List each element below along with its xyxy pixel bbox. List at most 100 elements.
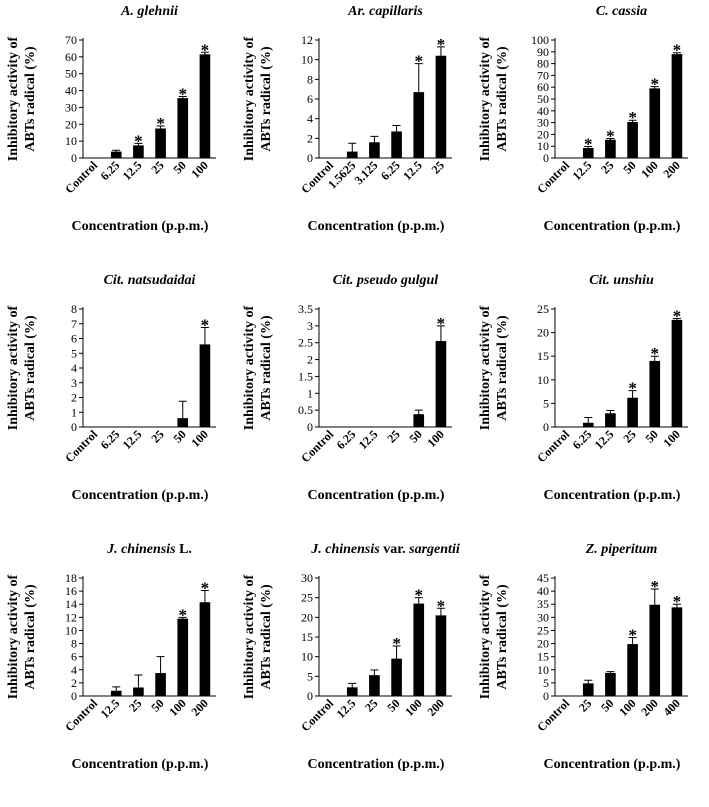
x-tick-label: 100 <box>424 427 447 450</box>
x-tick-label: 6.25 <box>378 158 403 183</box>
y-tick-label: 0 <box>543 689 549 703</box>
y-tick-label: 80 <box>537 57 549 71</box>
error-bar <box>628 119 637 124</box>
error-bar <box>200 326 209 362</box>
bar <box>391 131 402 158</box>
x-axis-label: Concentration (p.p.m.) <box>544 219 681 234</box>
x-tick-label: 200 <box>424 696 447 719</box>
y-tick-label: 4 <box>307 112 313 126</box>
bar <box>605 672 616 696</box>
bar <box>413 92 425 158</box>
bar <box>435 55 447 158</box>
error-bar <box>370 135 379 149</box>
bar <box>199 602 211 696</box>
error-bar <box>672 603 681 611</box>
y-tick-label: 100 <box>531 33 549 47</box>
error-bar <box>672 317 681 322</box>
error-bar <box>606 409 615 417</box>
x-tick-label: 6.25 <box>98 158 123 183</box>
x-tick-label: 12.5 <box>334 696 359 721</box>
x-tick-label: 50 <box>148 696 166 714</box>
error-bar <box>584 146 593 150</box>
y-tick-label: 0 <box>307 420 313 434</box>
chart-title: Cit. pseudo gulgul <box>333 273 439 288</box>
x-tick-label: 25 <box>362 696 380 714</box>
bar <box>199 54 211 159</box>
error-bar <box>650 86 659 91</box>
y-tick-label: 15 <box>301 630 313 644</box>
error-bar <box>112 149 121 153</box>
bar <box>671 54 683 158</box>
y-axis-label-line: ABTs radical (%) <box>259 584 274 690</box>
y-tick-label: 2 <box>71 391 77 405</box>
y-axis-label-line: ABTs radical (%) <box>495 46 510 152</box>
chart-panel-4: Cit. natsudaidai Inhibitory activity of AB… <box>0 269 236 538</box>
y-tick-label: 0 <box>543 420 549 434</box>
bar <box>671 319 683 427</box>
y-tick-label: 40 <box>537 584 549 598</box>
x-tick-label: 25 <box>148 158 166 176</box>
significance-asterisk: * <box>628 108 637 127</box>
significance-asterisk: * <box>201 40 210 59</box>
x-tick-label: 50 <box>598 696 616 714</box>
y-tick-label: 25 <box>537 623 549 637</box>
error-bar <box>156 656 165 690</box>
y-tick-label: 20 <box>537 637 549 651</box>
x-tick-label: 6.25 <box>334 427 359 452</box>
x-axis-label: Concentration (p.p.m.) <box>72 219 209 234</box>
x-axis-label: Concentration (p.p.m.) <box>308 488 445 503</box>
error-bar <box>414 409 423 419</box>
x-axis-label: Concentration (p.p.m.) <box>72 488 209 503</box>
y-tick-label: 1 <box>71 405 77 419</box>
y-tick-label: 15 <box>537 650 549 664</box>
significance-asterisk: * <box>201 315 210 334</box>
x-tick-label: 25 <box>576 696 594 714</box>
error-bar <box>650 588 659 621</box>
y-tick-label: 45 <box>537 571 549 585</box>
x-tick-label: 12.5 <box>592 427 617 452</box>
x-tick-label: 25 <box>620 427 638 445</box>
x-tick-label: Control <box>534 427 572 465</box>
chart-panel-5: Cit. pseudo gulgul Inhibitory activity of… <box>236 269 472 538</box>
y-axis-label-line: ABTs radical (%) <box>23 46 38 152</box>
y-tick-label: 25 <box>537 302 549 316</box>
x-tick-label: 12.5 <box>356 427 381 452</box>
y-tick-label: 8 <box>307 72 313 86</box>
y-tick-label: 70 <box>537 68 549 82</box>
chart-title: J. chinensis L. <box>106 542 192 557</box>
error-bar <box>392 645 401 672</box>
bar <box>369 675 380 696</box>
y-tick-label: 20 <box>301 610 313 624</box>
error-bar <box>436 46 445 65</box>
x-tick-label: 50 <box>620 158 638 176</box>
error-bar <box>348 682 357 692</box>
y-tick-label: 60 <box>65 50 77 64</box>
y-tick-label: 35 <box>537 597 549 611</box>
x-tick-label: Control <box>298 427 336 465</box>
error-bar <box>584 417 593 427</box>
y-tick-label: 0 <box>307 151 313 165</box>
significance-asterisk: * <box>201 578 210 597</box>
y-tick-label: 10 <box>537 663 549 677</box>
chart-title: Ar. capillaris <box>347 4 423 19</box>
y-tick-label: 6 <box>71 650 77 664</box>
x-axis-label: Concentration (p.p.m.) <box>72 757 209 772</box>
bar <box>582 147 594 158</box>
x-tick-label: 100 <box>638 158 661 181</box>
error-bar <box>370 669 379 681</box>
chart-title: C. cassia <box>596 4 647 19</box>
y-tick-label: 0 <box>71 151 77 165</box>
y-tick-label: 8 <box>71 637 77 651</box>
y-tick-label: 20 <box>537 326 549 340</box>
x-axis-label: Concentration (p.p.m.) <box>544 488 681 503</box>
x-tick-label: 100 <box>166 696 189 719</box>
y-tick-label: 10 <box>65 623 77 637</box>
chart-title: A. glehnii <box>120 4 178 19</box>
significance-asterisk: * <box>179 84 188 103</box>
x-tick-label: Control <box>62 427 100 465</box>
significance-asterisk: * <box>179 605 188 624</box>
error-bar <box>584 679 593 687</box>
y-tick-label: 90 <box>537 45 549 59</box>
x-tick-label: 12.5 <box>120 427 145 452</box>
